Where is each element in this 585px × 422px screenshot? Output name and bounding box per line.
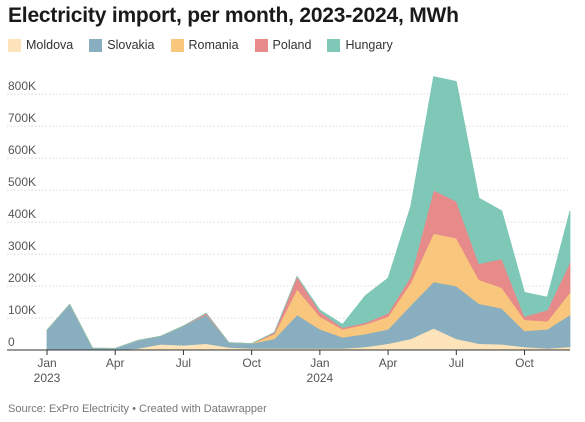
y-tick-label: 300K — [8, 239, 36, 253]
x-tick-label: Apr — [379, 356, 398, 370]
x-tick-year-label: 2023 — [34, 371, 61, 385]
y-tick-label: 400K — [8, 207, 36, 221]
legend-label-moldova: Moldova — [26, 38, 74, 52]
y-tick-label: 200K — [8, 271, 36, 285]
y-tick-label: 500K — [8, 175, 36, 189]
legend-item-poland: Poland — [254, 38, 312, 52]
legend-item-romania: Romania — [170, 38, 239, 52]
legend-item-moldova: Moldova — [8, 38, 73, 52]
legend-label-romania: Romania — [188, 38, 239, 52]
x-tick-label: Oct — [515, 356, 534, 370]
legend-label-hungary: Hungary — [345, 38, 393, 52]
x-tick-label: Jul — [176, 356, 191, 370]
x-tick-label: Jan — [37, 356, 56, 370]
y-tick-label: 800K — [8, 79, 36, 93]
y-tick-label: 0 — [8, 335, 15, 349]
legend: Moldova Slovakia Romania Poland Hungary — [8, 38, 393, 52]
legend-swatch-slovakia — [89, 38, 103, 52]
y-tick-label: 700K — [8, 111, 36, 125]
x-tick-label: Apr — [106, 356, 125, 370]
legend-swatch-hungary — [327, 38, 341, 52]
legend-swatch-poland — [254, 38, 268, 52]
x-tick-label: Jan — [310, 356, 329, 370]
x-tick-label: Jul — [449, 356, 464, 370]
y-tick-label: 100K — [8, 303, 36, 317]
legend-label-poland: Poland — [272, 38, 312, 52]
legend-item-slovakia: Slovakia — [89, 38, 155, 52]
legend-item-hungary: Hungary — [327, 38, 393, 52]
y-tick-label: 600K — [8, 143, 36, 157]
source-note: Source: ExPro Electricity • Created with… — [8, 403, 267, 415]
stacked-area-chart: 0100K200K300K400K500K600K700K800KJan2023… — [7, 76, 571, 385]
legend-label-slovakia: Slovakia — [107, 38, 155, 52]
area-series-hungary — [46, 76, 571, 349]
x-tick-year-label: 2024 — [307, 371, 334, 385]
chart-title: Electricity import, per month, 2023-2024… — [8, 4, 459, 27]
legend-swatch-moldova — [8, 38, 21, 52]
legend-swatch-romania — [170, 38, 184, 52]
x-tick-label: Oct — [242, 356, 261, 370]
